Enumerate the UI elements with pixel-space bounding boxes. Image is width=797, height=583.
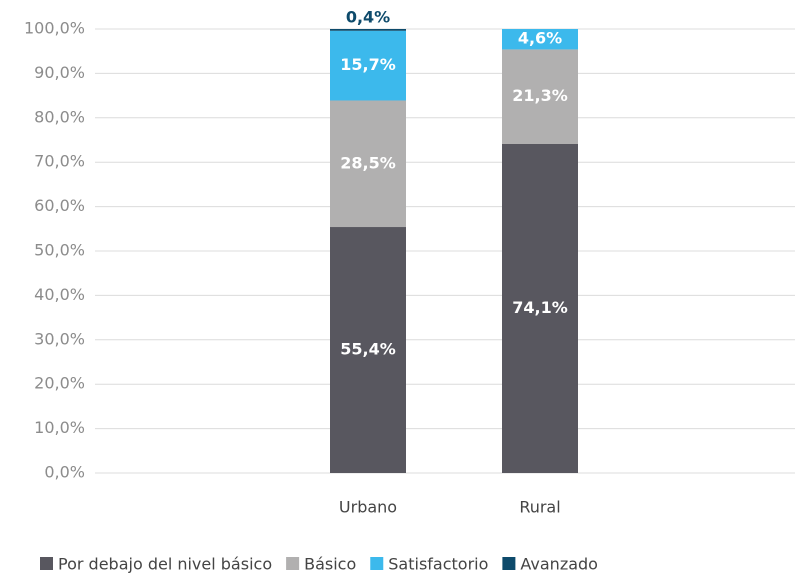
data-label: 0,4% [346,8,390,27]
data-label: 74,1% [512,298,568,317]
data-label: 4,6% [518,29,562,48]
legend-swatch [502,557,516,570]
bar-segment [502,49,578,144]
y-tick-label: 10,0% [34,418,85,437]
legend-label: Avanzado [520,555,598,574]
bar-segment [502,143,578,473]
data-label: 55,4% [340,340,396,359]
y-tick-label: 30,0% [34,329,85,348]
data-label: 28,5% [340,153,396,172]
y-tick-label: 50,0% [34,241,85,260]
y-tick-label: 100,0% [24,19,85,38]
bar-segment [330,227,406,473]
legend-label: Por debajo del nivel básico [58,555,272,574]
data-label: 15,7% [340,55,396,74]
bar-segment [330,29,406,31]
legend-label: Básico [304,555,356,574]
x-tick-label: Rural [519,498,560,517]
y-tick-label: 80,0% [34,107,85,126]
bar-segment [330,100,406,228]
y-tick-label: 0,0% [44,463,85,482]
y-tick-label: 40,0% [34,285,85,304]
legend-swatch [286,557,300,570]
y-tick-label: 60,0% [34,196,85,215]
bar-segment [330,30,406,101]
bar-segment [502,29,578,50]
y-tick-label: 70,0% [34,152,85,171]
y-tick-label: 90,0% [34,63,85,82]
y-tick-label: 20,0% [34,374,85,393]
data-label: 21,3% [512,86,568,105]
x-tick-label: Urbano [339,498,397,517]
legend-label: Satisfactorio [388,555,488,574]
legend-swatch [40,557,53,570]
legend-swatch [370,557,384,570]
